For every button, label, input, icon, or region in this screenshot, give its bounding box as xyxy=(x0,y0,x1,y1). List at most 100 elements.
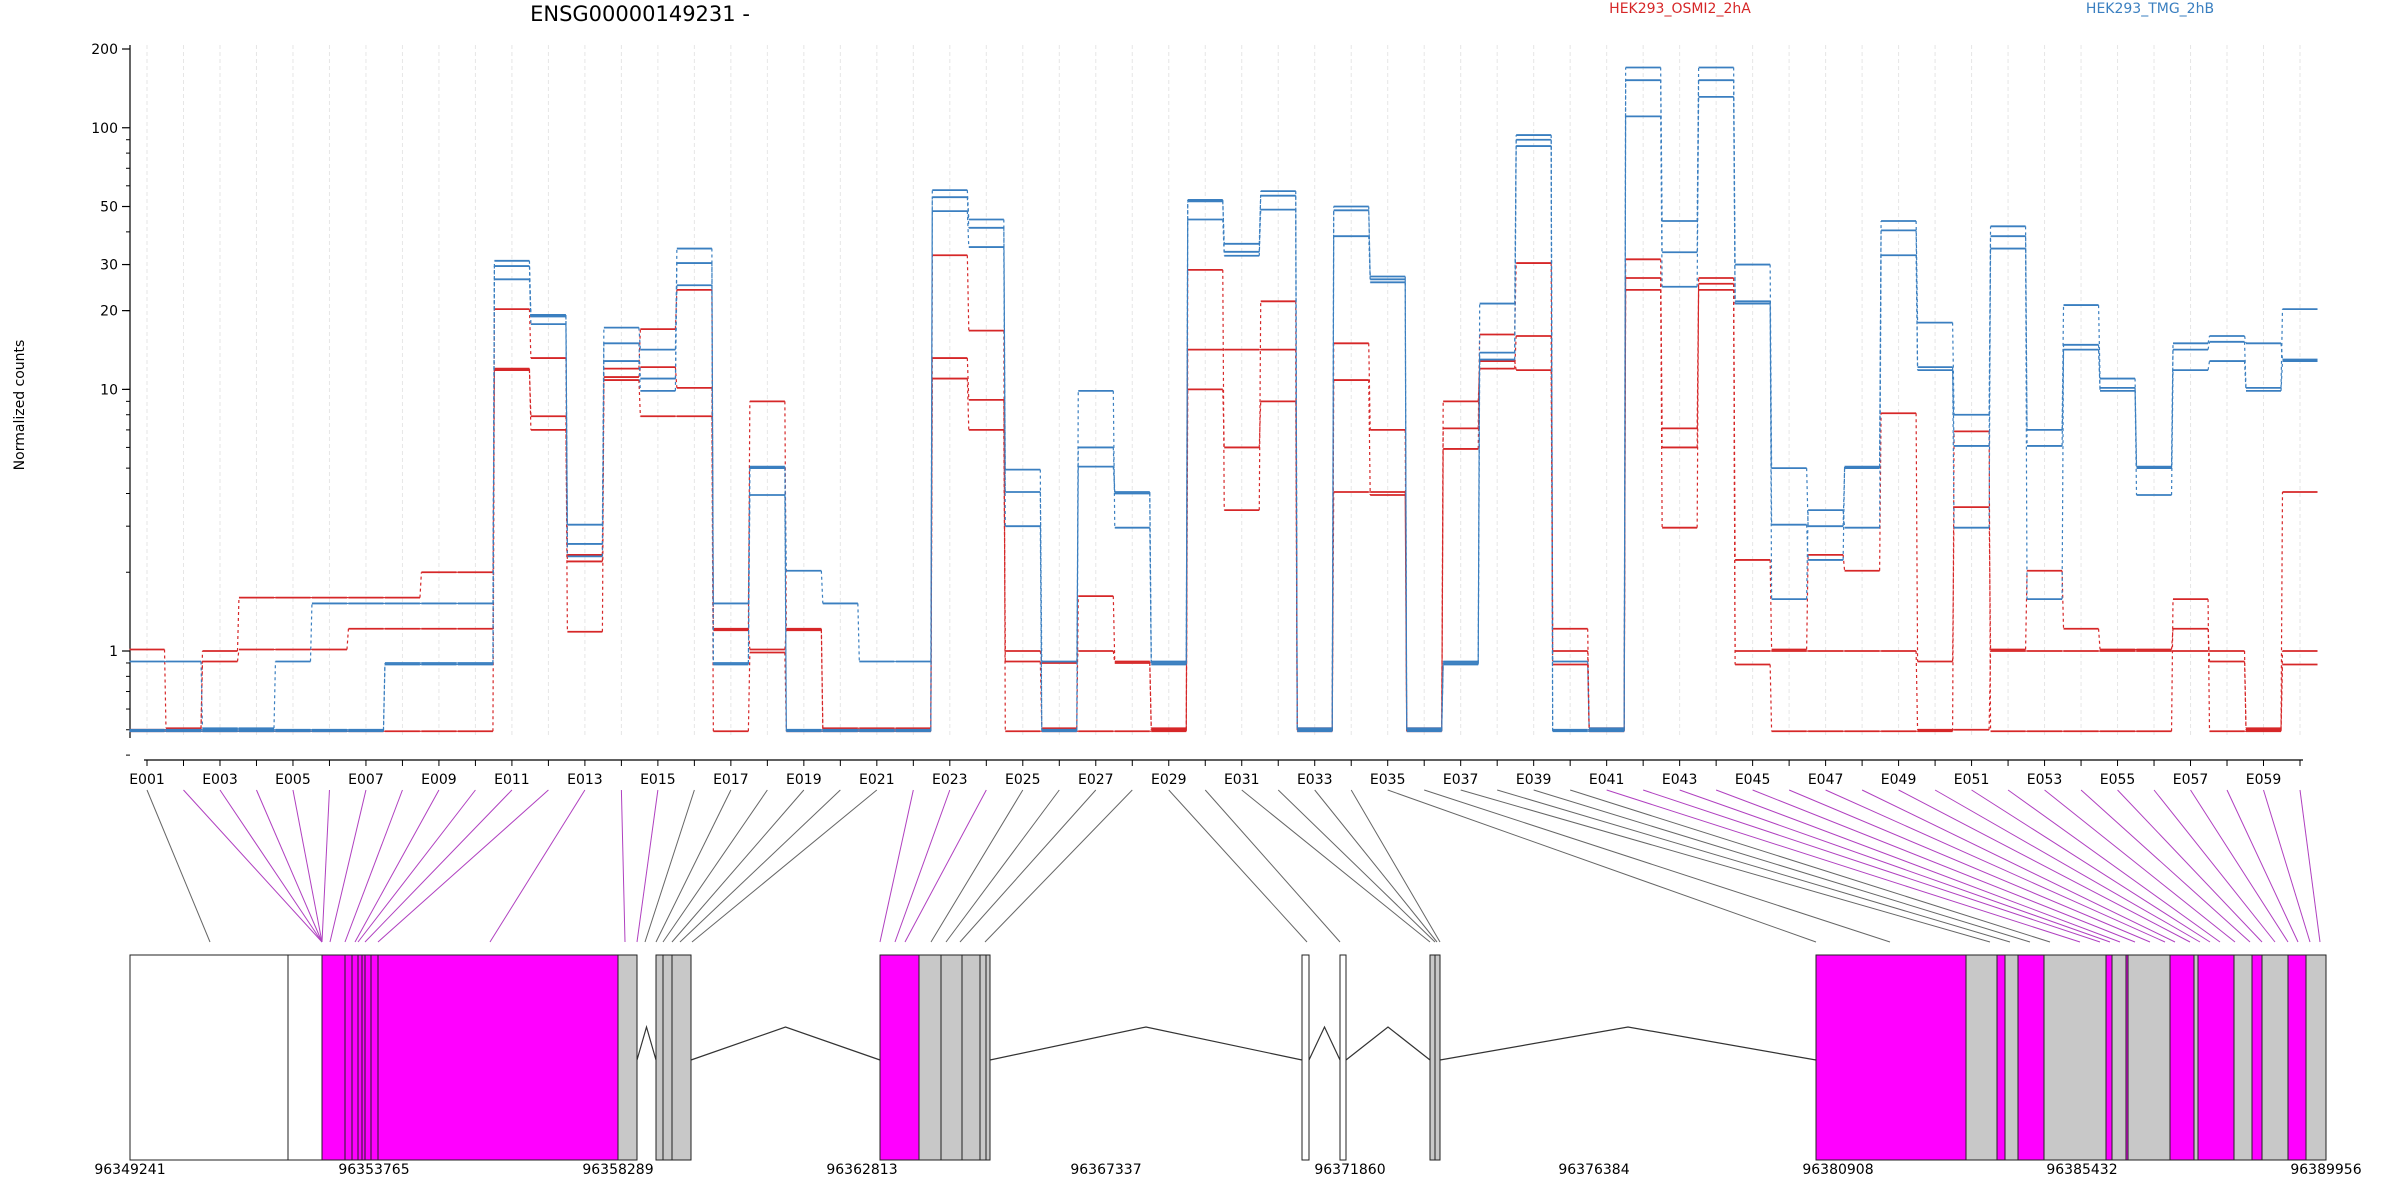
exon-box xyxy=(2261,954,2289,1161)
exon-connector xyxy=(183,789,323,943)
exon-connector xyxy=(146,789,211,943)
exon-box xyxy=(1434,954,1441,1161)
exon-box xyxy=(370,954,379,1161)
series-connector xyxy=(382,664,386,732)
exon-connector xyxy=(1898,789,2191,943)
series-connector xyxy=(1660,278,1663,528)
x-tick-label: E005 xyxy=(275,772,311,788)
series-connector xyxy=(1441,664,1444,732)
genomic-coordinate-label: 96380908 xyxy=(1802,1162,1873,1178)
x-tick-label: E045 xyxy=(1735,772,1771,788)
series-connector xyxy=(236,597,240,652)
series-connector xyxy=(528,309,532,359)
series-connector xyxy=(1003,429,1006,652)
genomic-coordinate-label: 96367337 xyxy=(1070,1162,1141,1178)
exon-connector xyxy=(489,789,586,943)
series-connector xyxy=(1769,301,1773,600)
exon-connector xyxy=(1788,789,2151,943)
exon-box xyxy=(617,954,638,1161)
series-connector xyxy=(784,466,787,571)
exon-connector xyxy=(2044,789,2236,943)
series-connector xyxy=(1915,413,1919,662)
x-tick-label: E033 xyxy=(1297,772,1333,788)
exon-connector xyxy=(679,789,841,943)
series-HEK293_TMG_2hC xyxy=(129,95,2318,733)
series-connector xyxy=(2024,570,2028,650)
series-connector xyxy=(1149,527,1152,665)
x-tick-label: E011 xyxy=(494,772,530,788)
series-connector xyxy=(200,661,204,729)
chart-title: ENSG00000149231 - xyxy=(530,2,750,26)
exon-box xyxy=(2105,954,2113,1161)
x-tick-label: E027 xyxy=(1078,772,1114,788)
series-connector xyxy=(638,327,641,350)
exon-box xyxy=(129,954,289,1161)
series-connector xyxy=(1660,67,1663,222)
series-connector xyxy=(1915,255,1919,371)
exon-box xyxy=(940,954,963,1161)
exon-connector-layer xyxy=(146,789,2321,943)
exon-connector xyxy=(1350,789,1441,943)
series-connector xyxy=(2024,226,2028,430)
exon-box xyxy=(655,954,664,1161)
exon-box xyxy=(357,954,363,1161)
exon-box xyxy=(344,954,353,1161)
series-connector xyxy=(2243,650,2247,730)
exon-box xyxy=(2193,954,2199,1161)
x-tick-label: E051 xyxy=(1954,772,1990,788)
series-connector xyxy=(2207,335,2211,344)
series-connector xyxy=(419,572,423,598)
series-connector xyxy=(820,570,824,604)
series-connector xyxy=(1295,191,1298,732)
exon-connector xyxy=(364,789,513,943)
exon-box xyxy=(2287,954,2307,1161)
exon-connector xyxy=(292,789,323,943)
series-connector xyxy=(1404,279,1408,729)
series-connector xyxy=(1185,201,1189,665)
exon-connector xyxy=(620,789,626,943)
y-tick-label: 20 xyxy=(100,304,118,320)
series-connector xyxy=(747,494,751,665)
exon-connector xyxy=(1715,789,2121,943)
x-tick-label: E015 xyxy=(640,772,676,788)
exon-connector xyxy=(1971,789,2211,943)
exon-connector xyxy=(2007,789,2221,943)
series-connector xyxy=(1587,664,1590,732)
series-connector xyxy=(1222,269,1225,511)
series-connector xyxy=(163,649,167,729)
exon-connector xyxy=(1387,789,1817,943)
x-tick-label: E047 xyxy=(1808,772,1844,788)
exon-connector xyxy=(219,789,323,943)
series-connector xyxy=(2061,305,2065,430)
exon-box xyxy=(351,954,359,1161)
exon-box xyxy=(2017,954,2045,1161)
exon-connector xyxy=(1424,789,1891,943)
exon-connector xyxy=(2299,789,2321,943)
exon-connector xyxy=(904,789,987,943)
exon-box xyxy=(2197,954,2235,1161)
exon-connector xyxy=(2153,789,2276,943)
series-connector xyxy=(1368,343,1371,430)
series-connector xyxy=(1733,278,1736,665)
series-connector xyxy=(1514,135,1517,353)
x-tick-label: E017 xyxy=(713,772,749,788)
x-tick-label: E019 xyxy=(786,772,822,788)
genomic-coordinate-label: 96353765 xyxy=(338,1162,409,1178)
series-connector xyxy=(2097,305,2101,379)
series-connector xyxy=(1441,428,1444,729)
intron-line xyxy=(989,1026,1303,1061)
exon-connector xyxy=(2117,789,2263,943)
exon-connector xyxy=(1497,789,2011,943)
exon-box xyxy=(2251,954,2263,1161)
series-connector xyxy=(2280,309,2284,388)
x-tick-label: E041 xyxy=(1589,772,1625,788)
series-connector xyxy=(1003,227,1006,470)
series-connector xyxy=(1112,596,1116,662)
series-connector xyxy=(2243,335,2247,344)
series-connector xyxy=(2243,361,2247,391)
series-connector xyxy=(1952,370,1955,528)
series-connector xyxy=(2097,628,2101,650)
series-connector xyxy=(2134,390,2138,495)
exon-box xyxy=(377,954,619,1161)
exon-box xyxy=(1965,954,1998,1161)
